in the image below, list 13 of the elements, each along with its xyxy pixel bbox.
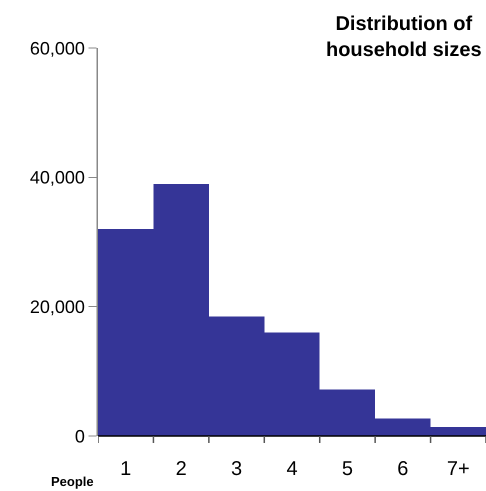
x-tick-label: 3 (231, 458, 242, 480)
x-tick-label: 2 (176, 458, 187, 480)
y-tick-label: 0 (74, 426, 85, 446)
x-tick-label: 7+ (446, 458, 470, 480)
y-tick-label: 20,000 (30, 296, 85, 317)
x-tick-label: 6 (397, 458, 408, 480)
x-axis-title: People (51, 474, 94, 489)
y-tick-label: 60,000 (30, 38, 85, 58)
y-tick-label: 40,000 (30, 168, 85, 188)
x-tick-label: 5 (342, 458, 353, 480)
x-tick-label: 4 (286, 458, 298, 480)
chart-title: Distribution of household sizes (326, 13, 482, 61)
x-tick-label: 1 (120, 458, 132, 480)
